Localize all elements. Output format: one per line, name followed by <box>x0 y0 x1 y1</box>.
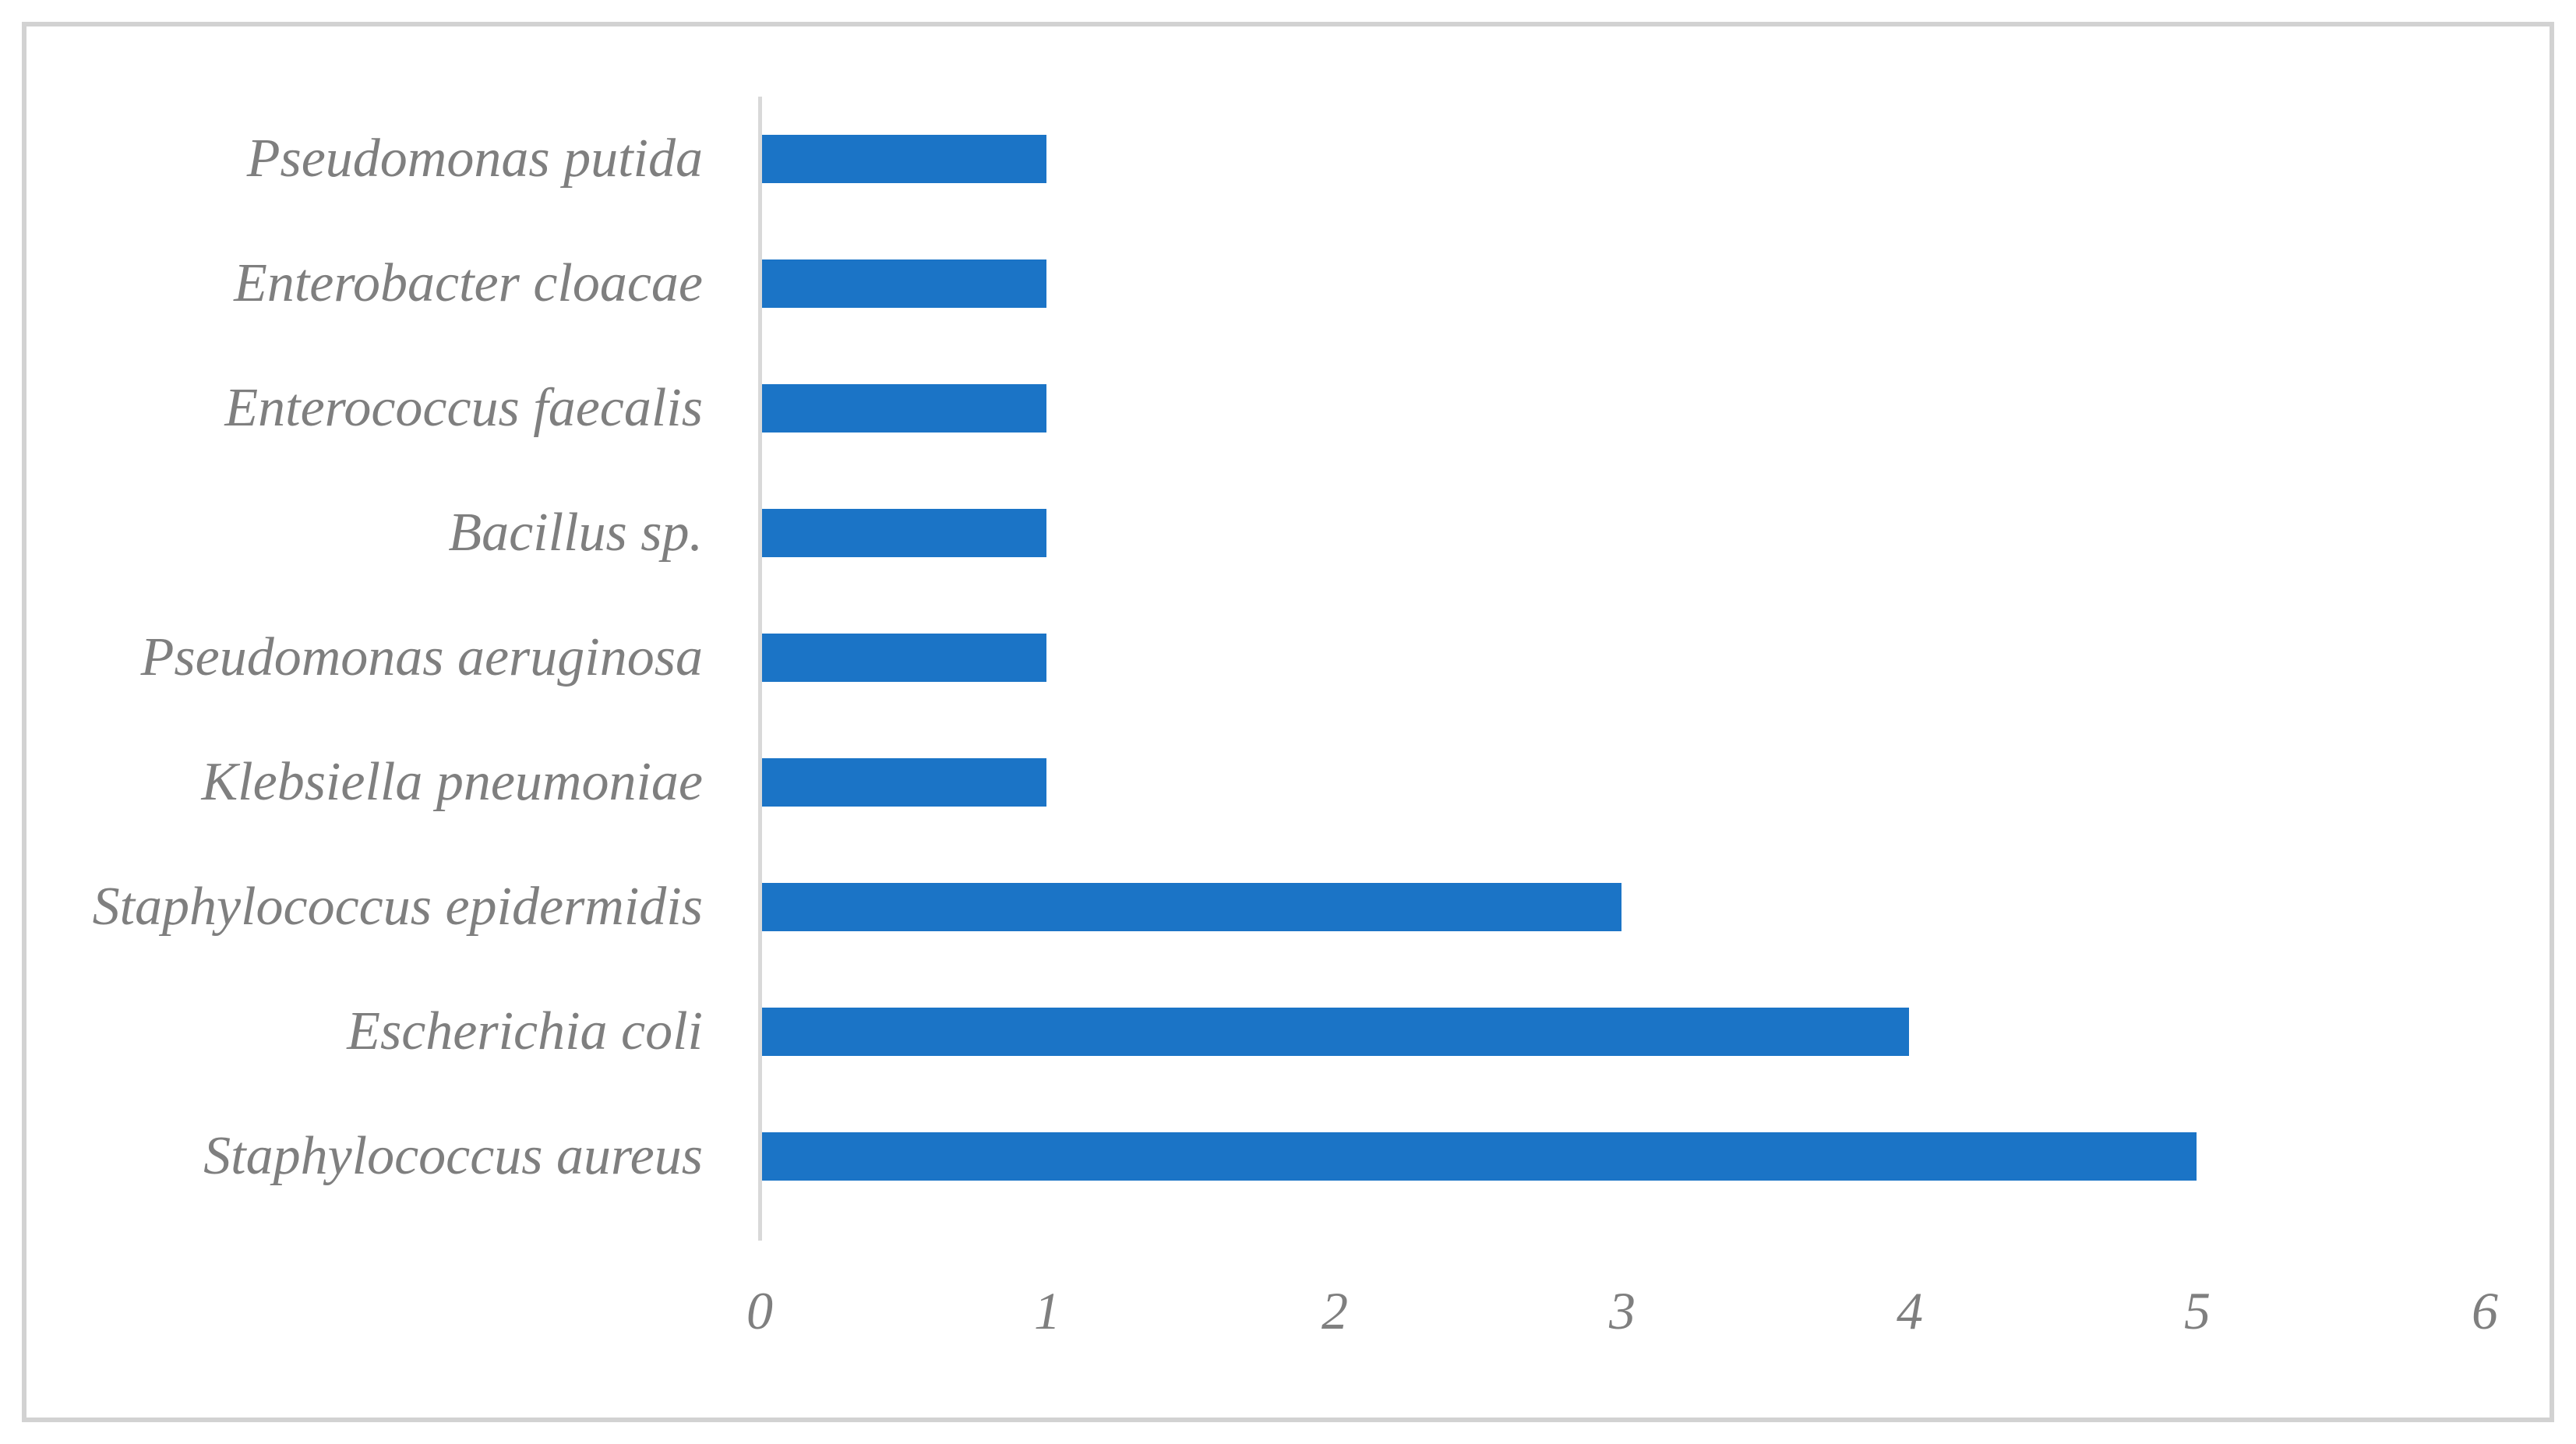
bar-7 <box>759 1008 1909 1056</box>
category-label: Enterobacter cloacae <box>234 253 703 313</box>
bar-track <box>759 845 2484 969</box>
bar-track <box>759 471 2484 595</box>
x-axis-tick-label: 2 <box>1322 1281 1348 1340</box>
bar-row: Staphylococcus epidermidis <box>26 845 2489 969</box>
bar-track <box>759 1094 2484 1219</box>
bar-track <box>759 346 2484 471</box>
x-axis-tick-label: 4 <box>1897 1281 1923 1340</box>
x-axis-tick-label: 6 <box>2472 1281 2498 1340</box>
bar-rows: Pseudomonas putida Enterobacter cloacae En… <box>26 97 2489 1219</box>
bar-track <box>759 969 2484 1094</box>
bar-0 <box>759 135 1046 183</box>
x-axis-tick-label: 5 <box>2184 1281 2211 1340</box>
category-label: Escherichia coli <box>347 1001 703 1061</box>
plot-area: Pseudomonas putida Enterobacter cloacae En… <box>26 97 2489 1219</box>
category-label: Enterococcus faecalis <box>224 378 703 438</box>
bar-row: Pseudomonas putida <box>26 97 2489 221</box>
chart-frame: Pseudomonas putida Enterobacter cloacae En… <box>22 22 2554 1422</box>
bar-row: Staphylococcus aureus <box>26 1094 2489 1219</box>
x-axis-tick-label: 3 <box>1609 1281 1636 1340</box>
bar-track <box>759 221 2484 346</box>
y-axis-line <box>758 97 762 1241</box>
bar-8 <box>759 1132 2197 1181</box>
category-label: Pseudomonas aeruginosa <box>140 627 703 687</box>
category-label: Staphylococcus aureus <box>203 1126 703 1186</box>
x-axis-tick-label: 1 <box>1034 1281 1060 1340</box>
category-label: Staphylococcus epidermidis <box>92 877 703 937</box>
bar-3 <box>759 509 1046 557</box>
bar-5 <box>759 758 1046 807</box>
bar-row: Enterococcus faecalis <box>26 346 2489 471</box>
bar-track <box>759 595 2484 720</box>
bar-row: Pseudomonas aeruginosa <box>26 595 2489 720</box>
bar-track <box>759 720 2484 845</box>
x-axis-tick-labels: 0 1 2 3 4 5 6 <box>746 1281 2498 1354</box>
bar-2 <box>759 384 1046 432</box>
bar-4 <box>759 634 1046 682</box>
bar-track <box>759 97 2484 221</box>
x-axis-tick-label: 0 <box>746 1281 773 1340</box>
category-label: Klebsiella pneumoniae <box>201 752 703 812</box>
category-label: Bacillus sp. <box>448 503 703 563</box>
bar-row: Klebsiella pneumoniae <box>26 720 2489 845</box>
bar-row: Enterobacter cloacae <box>26 221 2489 346</box>
bar-row: Escherichia coli <box>26 969 2489 1094</box>
bar-row: Bacillus sp. <box>26 471 2489 595</box>
bar-6 <box>759 883 1621 931</box>
bar-1 <box>759 259 1046 308</box>
category-label: Pseudomonas putida <box>246 129 703 189</box>
